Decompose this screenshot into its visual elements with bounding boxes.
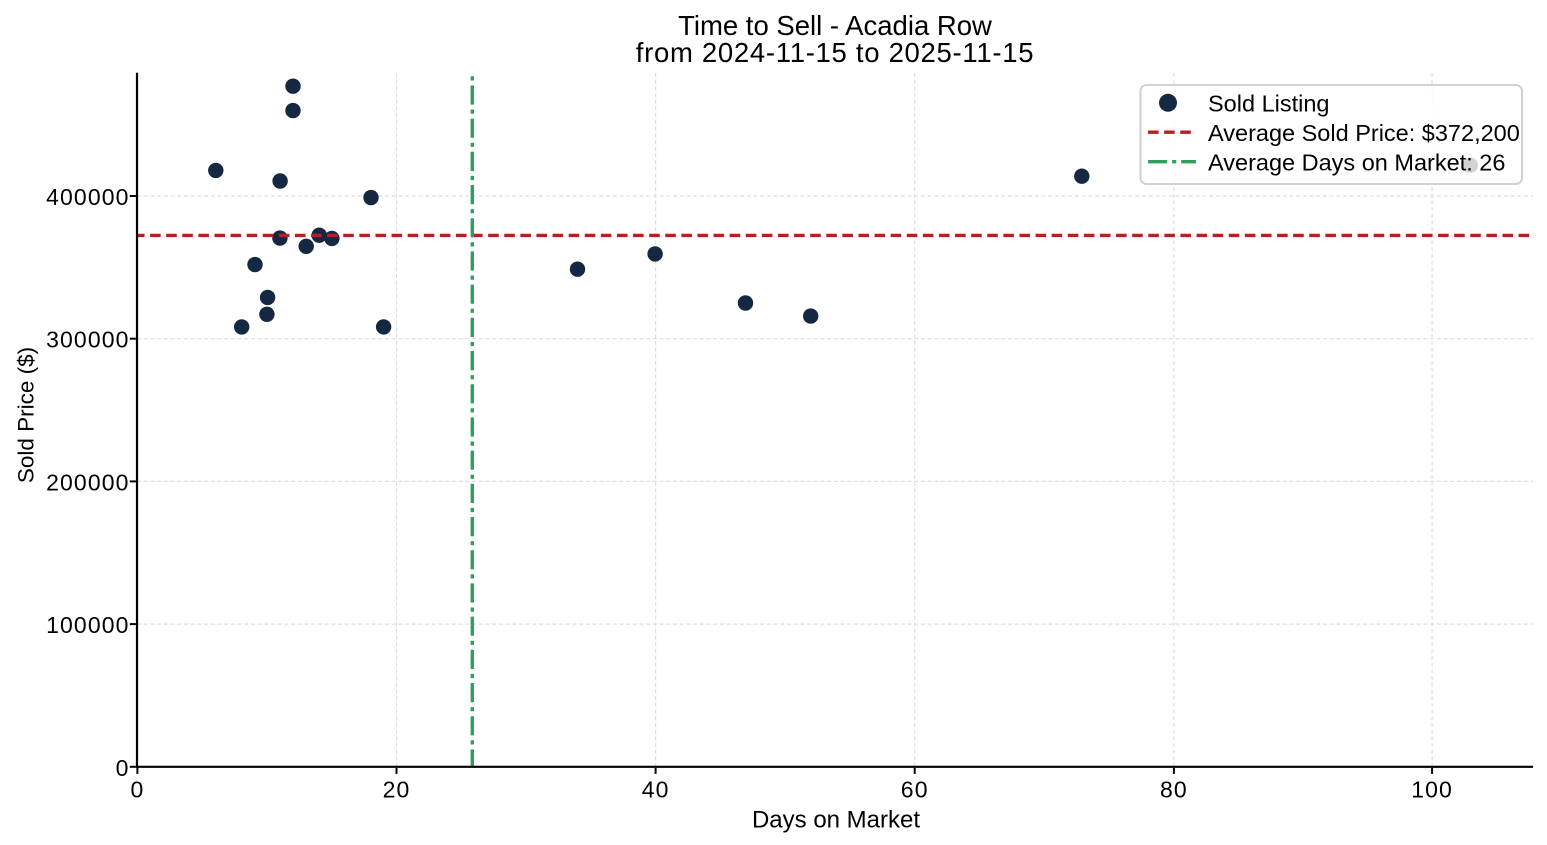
svg-text:Sold Listing: Sold Listing [1208, 90, 1330, 116]
svg-text:100000: 100000 [46, 612, 129, 638]
svg-text:Sold Price ($): Sold Price ($) [14, 347, 39, 483]
svg-text:300000: 300000 [46, 327, 129, 353]
svg-text:Average Days on Market: 26: Average Days on Market: 26 [1208, 149, 1505, 175]
svg-text:40: 40 [642, 777, 670, 803]
svg-text:80: 80 [1160, 777, 1188, 803]
svg-text:Days on Market: Days on Market [752, 807, 920, 834]
svg-text:0: 0 [130, 777, 144, 803]
svg-text:from 2024-11-15 to 2025-11-15: from 2024-11-15 to 2025-11-15 [636, 37, 1034, 68]
svg-text:400000: 400000 [46, 184, 129, 210]
svg-text:60: 60 [901, 777, 929, 803]
svg-text:20: 20 [383, 777, 411, 803]
svg-text:Time to Sell - Acadia Row: Time to Sell - Acadia Row [678, 10, 992, 41]
svg-text:200000: 200000 [46, 469, 129, 495]
svg-text:100: 100 [1411, 777, 1453, 803]
svg-text:Average Sold Price: $372,200: Average Sold Price: $372,200 [1208, 120, 1520, 146]
svg-text:0: 0 [116, 755, 130, 781]
